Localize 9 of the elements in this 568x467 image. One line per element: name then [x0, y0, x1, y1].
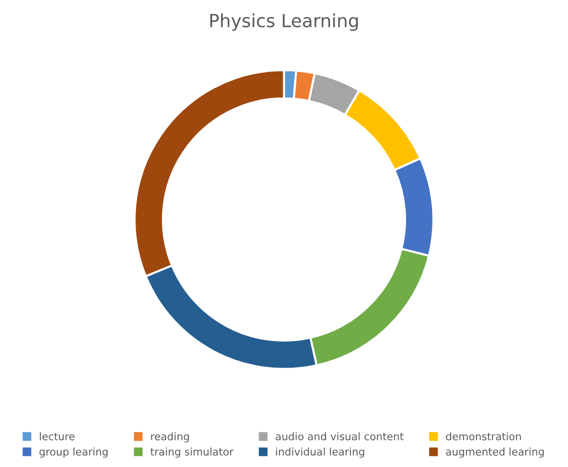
- chart-title: Physics Learning: [210, 13, 358, 31]
- legend-label: demonstration: [446, 432, 521, 440]
- legend-label: traing simulator: [150, 448, 234, 458]
- legend-label: group learing: [39, 448, 108, 458]
- legend-label: augmented learing: [446, 448, 544, 458]
- legend-label: audio and visual content: [276, 432, 404, 440]
- legend-label: individual learing: [276, 448, 364, 458]
- legend-label: reading: [151, 432, 189, 442]
- legend-label: lecture: [40, 432, 75, 440]
